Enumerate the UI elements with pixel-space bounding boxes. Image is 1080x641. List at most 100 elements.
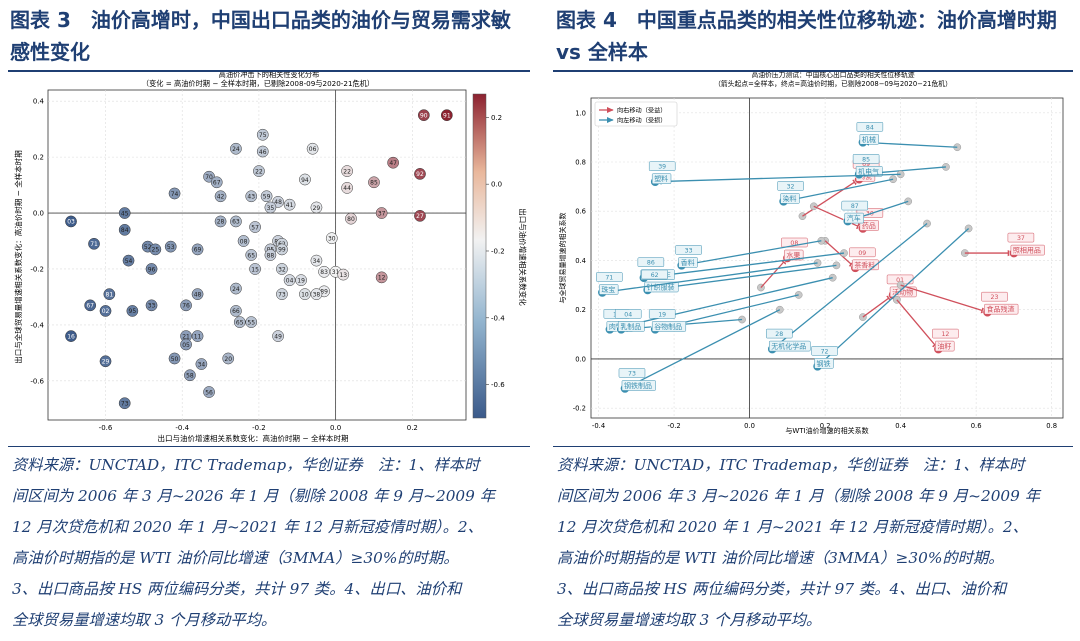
point-label: 24 — [232, 286, 240, 293]
point-marker — [299, 173, 311, 186]
point-marker — [256, 128, 269, 141]
source-note-line: 间区间为 2006 年 3 月~2026 年 1 月（剔除 2008 年 9 月… — [557, 487, 1041, 505]
y-tick-label: -0.4 — [30, 321, 44, 329]
label-code: 87 — [851, 203, 859, 210]
point-label: 53 — [167, 244, 175, 251]
label-box — [768, 340, 811, 352]
trajectory-arrow: 72 钢铁 — [811, 224, 973, 372]
point-label: 44 — [343, 185, 351, 192]
label-code: 04 — [624, 311, 632, 318]
label-name: 无机化学品 — [771, 342, 806, 351]
arrow-label: 85 机电气 — [852, 154, 883, 177]
arrow-label: 84 机械 — [856, 122, 884, 145]
trajectory-arrow: 32 染料 — [777, 175, 897, 207]
data-point: 67 — [210, 176, 223, 189]
data-point: 71 — [88, 237, 100, 250]
x-tick-label: 0.4 — [895, 422, 906, 430]
point-marker — [233, 316, 246, 328]
label-box — [1010, 244, 1045, 256]
label-box — [932, 328, 959, 339]
point-label: 91 — [443, 112, 451, 119]
point-marker — [375, 207, 388, 219]
arrow-label: 01 活动物 — [886, 274, 917, 298]
point-marker — [264, 249, 277, 261]
data-point: 22 — [253, 165, 265, 177]
y-tick-label: 0.2 — [33, 154, 44, 162]
arrow-line — [609, 277, 833, 332]
point-label: 90 — [420, 112, 428, 119]
point-marker — [264, 201, 277, 214]
divider — [8, 70, 530, 72]
point-label: 12 — [378, 275, 386, 282]
trajectory-arrow: 73 钢铁制品 — [618, 305, 784, 394]
point-label: 22 — [255, 168, 263, 175]
point-marker — [118, 207, 131, 219]
chart-title: 高油价压力测试：中国核心出口品类的相关性位移轨迹 — [751, 72, 914, 79]
point-marker — [184, 369, 196, 382]
label-name: 食品残渣 — [986, 305, 1014, 314]
data-point: 73 — [118, 397, 131, 410]
arrow-label: 28 无机化学品 — [765, 328, 811, 352]
point-label: 67 — [213, 180, 221, 187]
point-label: 50 — [171, 356, 179, 363]
point-marker — [276, 243, 288, 256]
point-label: 34 — [198, 361, 206, 368]
point-marker — [318, 265, 330, 278]
data-point: 76 — [180, 299, 192, 312]
data-point: 55 — [245, 316, 258, 328]
point-label: 75 — [259, 132, 267, 139]
label-name: 药品 — [862, 221, 876, 230]
point-marker — [164, 240, 177, 253]
arrow-label: 73 钢铁制品 — [618, 368, 656, 391]
point-marker — [191, 330, 204, 342]
point-marker — [65, 330, 77, 342]
data-point: 80 — [345, 212, 357, 225]
figure-title-left: 图表 3 油价高增时，中国出口品类的油价与贸易需求敏感性变化 — [10, 8, 511, 64]
data-point: 47 — [387, 156, 399, 169]
colorbar — [472, 93, 487, 419]
label-code: 01 — [896, 277, 904, 284]
point-label: 03 — [67, 219, 75, 226]
y-axis-label: 与全球贸易量增速的相关系数 — [558, 213, 567, 304]
data-point: 41 — [283, 198, 296, 211]
label-code: 23 — [991, 294, 999, 301]
point-label: 96 — [148, 266, 156, 273]
chart-subtitle: （箭头起点=全样本，终点=高油价时期，已剔除2008−09与2020−21危机） — [714, 79, 952, 88]
point-marker — [310, 254, 323, 267]
arrow-line — [782, 178, 894, 204]
point-marker — [368, 176, 380, 189]
trajectory-arrow: 23 食品残渣 — [896, 281, 1019, 318]
point-label: 85 — [370, 180, 378, 187]
y-tick-label: 0.0 — [575, 355, 586, 363]
point-marker — [84, 299, 97, 312]
x-tick-label: 0.2 — [820, 422, 831, 430]
data-point: 73 — [276, 288, 288, 301]
point-label: 27 — [416, 213, 424, 220]
label-code: 62 — [651, 272, 659, 279]
label-box — [811, 346, 838, 356]
point-marker — [325, 232, 338, 245]
point-marker — [126, 305, 139, 317]
source-note-line: 3、出口商品按 HS 两位编码分类，共计 97 类。4、出口、油价和 — [12, 580, 462, 598]
arrow-label: 04 乳制品 — [614, 309, 645, 332]
label-code: 33 — [685, 247, 693, 254]
arrow-line — [824, 240, 856, 269]
data-point: 74 — [168, 187, 181, 200]
point-label: 80 — [347, 216, 355, 223]
label-name: 机电气 — [858, 167, 879, 176]
arrow-line — [654, 173, 901, 185]
label-box — [859, 220, 879, 231]
arrow-line — [813, 205, 864, 230]
arrow-label: 71 珠宝 — [596, 272, 623, 295]
label-box — [852, 154, 880, 164]
source-note-line: 间区间为 2006 年 3 月~2026 年 1 月（剔除 2008 年 9 月… — [12, 487, 496, 505]
point-marker — [306, 142, 319, 155]
label-name: 钢铁 — [817, 359, 831, 368]
point-label: 83 — [320, 269, 328, 276]
point-label: 19 — [297, 277, 305, 284]
data-point: 24 — [230, 282, 242, 295]
data-point: 24 — [230, 142, 242, 155]
point-marker — [99, 305, 112, 317]
arrow-label: 12 油籽 — [932, 328, 959, 352]
point-label: 33 — [148, 303, 156, 310]
